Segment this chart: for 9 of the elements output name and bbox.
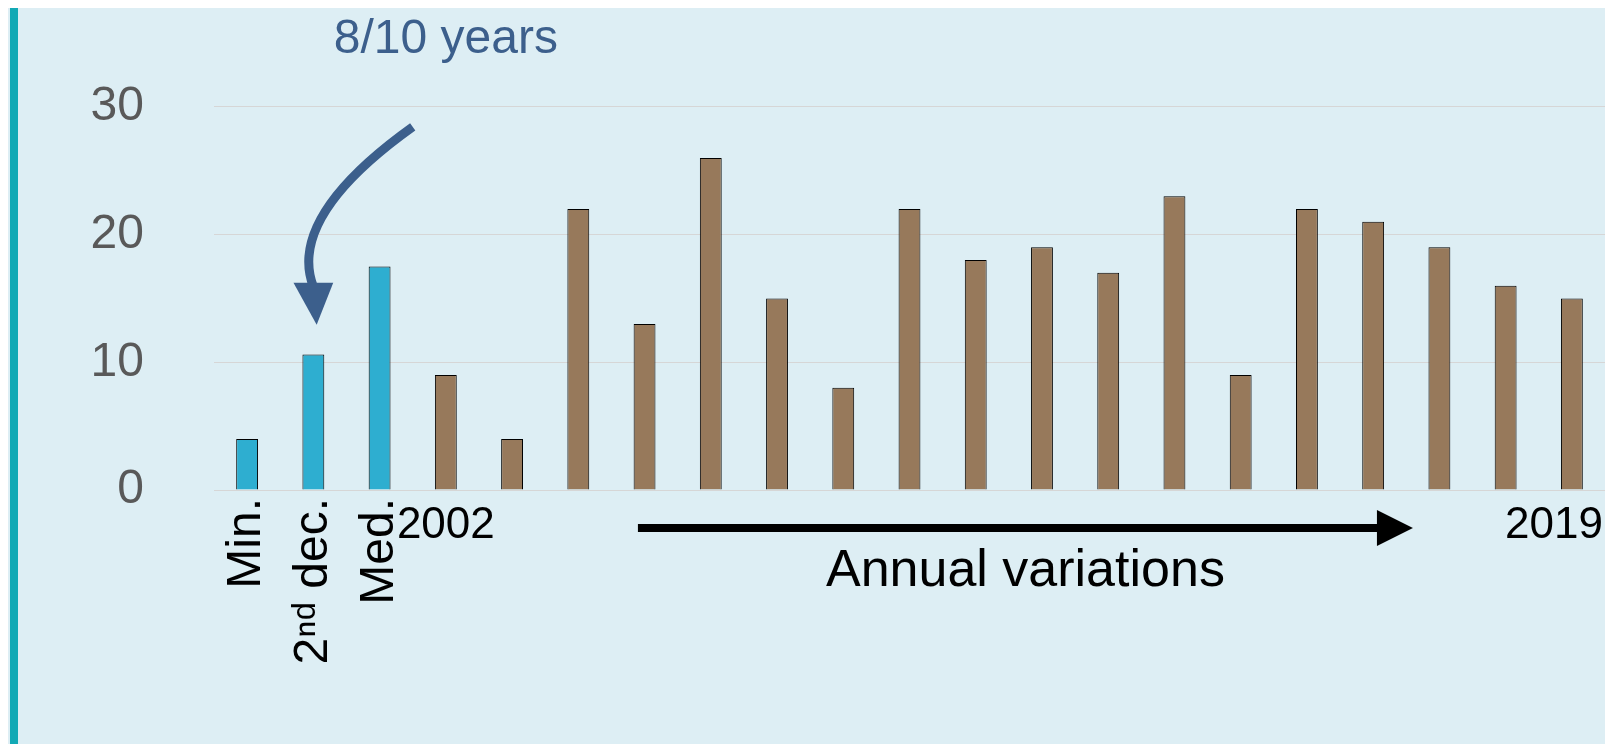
y-tick-label: 20 — [90, 204, 144, 258]
x-tick-label: 2ⁿᵈ dec. — [283, 498, 337, 665]
x-tick-label: 2019 — [1505, 498, 1603, 548]
text: 8/10 years — [333, 10, 558, 64]
y-tick-label: 0 — [117, 460, 144, 514]
text: Annual variations — [825, 539, 1225, 598]
y-tick-label: 30 — [90, 77, 144, 131]
x-tick-label: Min. — [217, 498, 271, 589]
y-tick-label: 10 — [90, 332, 144, 386]
